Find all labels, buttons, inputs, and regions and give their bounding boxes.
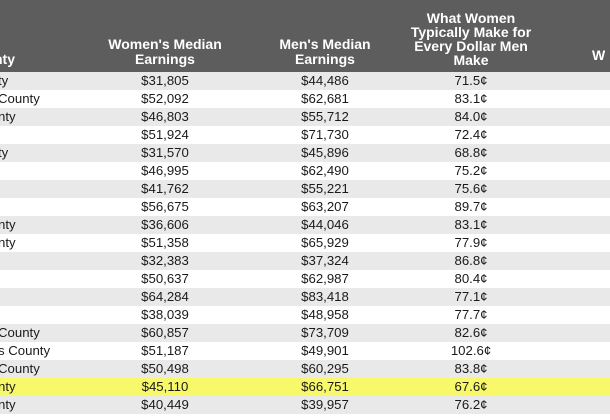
table-row: nty $36,606 $44,046 83.1¢: [0, 216, 610, 234]
table-row: $32,383 $37,324 86.8¢: [0, 252, 610, 270]
table-row: County $50,498 $60,295 83.8¢: [0, 360, 610, 378]
table-body: ty $31,805 $44,486 71.5¢ County $52,092 $62,68…: [0, 72, 610, 414]
table-row: County $60,857 $73,709 82.6¢: [0, 324, 610, 342]
table-row: s County $51,187 $49,901 102.6¢: [0, 342, 610, 360]
men-earnings-cell: $55,712: [301, 109, 349, 124]
men-earnings-cell: $44,046: [301, 217, 349, 232]
men-earnings-cell: $49,901: [301, 343, 349, 358]
ratio-cell: 83.1¢: [454, 217, 488, 232]
table-row-highlighted: nty $45,110 $66,751 67.6¢: [0, 378, 610, 396]
women-earnings-cell: $46,995: [141, 163, 189, 178]
ratio-cell: 102.6¢: [450, 343, 492, 358]
table-row: nty $46,803 $55,712 84.0¢: [0, 108, 610, 126]
women-earnings-cell: $31,570: [141, 145, 189, 160]
ratio-cell: 68.8¢: [454, 145, 488, 160]
men-earnings-cell: $55,221: [301, 181, 349, 196]
county-cell: s County: [0, 343, 51, 358]
men-earnings-cell: $62,490: [301, 163, 349, 178]
table-row: $41,762 $55,221 75.6¢: [0, 180, 610, 198]
women-earnings-cell: $38,039: [141, 307, 189, 322]
men-earnings-cell: $44,486: [301, 73, 349, 88]
women-earnings-cell: $51,924: [141, 127, 189, 142]
men-earnings-cell: $73,709: [301, 325, 349, 340]
header-cut-off: W: [592, 47, 606, 63]
county-cell: nty: [0, 379, 16, 394]
men-earnings-cell: $48,958: [301, 307, 349, 322]
header-women-earnings: Women's Median Earnings: [108, 36, 222, 67]
women-earnings-cell: $51,358: [141, 235, 189, 250]
table-row: County $52,092 $62,681 83.1¢: [0, 90, 610, 108]
ratio-cell: 75.6¢: [454, 181, 488, 196]
county-cell: nty: [0, 397, 16, 412]
county-cell: ty: [0, 73, 9, 88]
men-earnings-cell: $37,324: [301, 253, 349, 268]
men-earnings-cell: $62,681: [301, 91, 349, 106]
header-men-earnings: Men's Median Earnings: [279, 36, 371, 67]
ratio-cell: 83.8¢: [454, 361, 488, 376]
table-row: $46,995 $62,490 75.2¢: [0, 162, 610, 180]
men-earnings-cell: $45,896: [301, 145, 349, 160]
ratio-cell: 76.2¢: [454, 397, 488, 412]
men-earnings-cell: $71,730: [301, 127, 349, 142]
women-earnings-cell: $51,187: [141, 343, 189, 358]
women-earnings-cell: $60,857: [141, 325, 189, 340]
men-earnings-cell: $60,295: [301, 361, 349, 376]
table-row: $50,637 $62,987 80.4¢: [0, 270, 610, 288]
women-earnings-cell: $31,805: [141, 73, 189, 88]
ratio-cell: 75.2¢: [454, 163, 488, 178]
ratio-cell: 86.8¢: [454, 253, 488, 268]
county-cell: County: [0, 325, 40, 340]
women-earnings-cell: $46,803: [141, 109, 189, 124]
women-earnings-cell: $56,675: [141, 199, 189, 214]
men-earnings-cell: $63,207: [301, 199, 349, 214]
county-cell: nty: [0, 235, 16, 250]
county-cell: nty: [0, 109, 16, 124]
men-earnings-cell: $66,751: [301, 379, 349, 394]
table-row: ty $31,805 $44,486 71.5¢: [0, 72, 610, 90]
ratio-cell: 83.1¢: [454, 91, 488, 106]
women-earnings-cell: $36,606: [141, 217, 189, 232]
ratio-cell: 77.9¢: [454, 235, 488, 250]
ratio-cell: 72.4¢: [454, 127, 488, 142]
table-row: $38,039 $48,958 77.7¢: [0, 306, 610, 324]
county-cell: nty: [0, 217, 16, 232]
table-row: $64,284 $83,418 77.1¢: [0, 288, 610, 306]
county-cell: ty: [0, 145, 9, 160]
men-earnings-cell: $39,957: [301, 397, 349, 412]
women-earnings-cell: $41,762: [141, 181, 189, 196]
ratio-cell: 67.6¢: [454, 379, 488, 394]
ratio-cell: 89.7¢: [454, 199, 488, 214]
ratio-cell: 71.5¢: [454, 73, 488, 88]
women-earnings-cell: $32,383: [141, 253, 189, 268]
ratio-cell: 84.0¢: [454, 109, 488, 124]
women-earnings-cell: $50,637: [141, 271, 189, 286]
ratio-cell: 82.6¢: [454, 325, 488, 340]
table-row: nty $51,358 $65,929 77.9¢: [0, 234, 610, 252]
table-row: ty $31,570 $45,896 68.8¢: [0, 144, 610, 162]
men-earnings-cell: $65,929: [301, 235, 349, 250]
county-cell: County: [0, 91, 40, 106]
women-earnings-cell: $45,110: [141, 379, 189, 394]
table-row: nty $40,449 $39,957 76.2¢: [0, 396, 610, 414]
men-earnings-cell: $62,987: [301, 271, 349, 286]
table-row: $56,675 $63,207 89.7¢: [0, 198, 610, 216]
women-earnings-cell: $50,498: [141, 361, 189, 376]
header-county: nty: [0, 51, 15, 67]
table-row: $51,924 $71,730 72.4¢: [0, 126, 610, 144]
ratio-cell: 77.7¢: [454, 307, 488, 322]
county-cell: County: [0, 361, 40, 376]
men-earnings-cell: $83,418: [301, 289, 349, 304]
ratio-cell: 80.4¢: [454, 271, 488, 286]
header-ratio: What Women Typically Make for Every Dollar…: [410, 10, 532, 68]
ratio-cell: 77.1¢: [454, 289, 488, 304]
women-earnings-cell: $52,092: [141, 91, 189, 106]
women-earnings-cell: $40,449: [141, 397, 189, 412]
women-earnings-cell: $64,284: [141, 289, 189, 304]
